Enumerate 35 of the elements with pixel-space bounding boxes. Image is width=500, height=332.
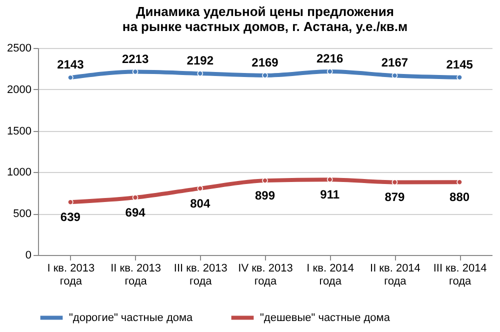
data-label: 639 xyxy=(60,210,81,224)
data-label: 804 xyxy=(190,196,210,210)
x-tick-label: I кв. 2014 года xyxy=(306,262,354,288)
y-tick-label: 2500 xyxy=(7,42,32,54)
data-label: 911 xyxy=(320,188,340,202)
legend-label: "дорогие" частные дома xyxy=(69,312,194,324)
data-label: 2169 xyxy=(252,55,279,70)
data-label: 880 xyxy=(450,190,470,204)
x-tick-label: II кв. 2014 года xyxy=(370,262,420,288)
point xyxy=(326,68,333,74)
x-tick-label: II кв. 2013 года xyxy=(110,262,161,288)
y-tick-label: 0 xyxy=(25,250,32,262)
data-label: 694 xyxy=(125,206,146,220)
point xyxy=(132,194,138,200)
data-label: 2216 xyxy=(316,52,344,66)
point xyxy=(197,70,204,76)
legend-label: "дешевые" частные дома xyxy=(260,312,391,324)
data-label: 2143 xyxy=(57,58,84,72)
x-tick-label: III кв. 2014 года xyxy=(433,262,487,288)
x-tick-label: IV кв. 2013 года xyxy=(238,262,293,288)
point xyxy=(68,74,74,80)
data-label: 2213 xyxy=(122,52,149,66)
y-tick-label: 1500 xyxy=(7,125,32,138)
data-label: 2167 xyxy=(381,56,408,70)
data-label: 899 xyxy=(254,188,276,203)
data-label: 2192 xyxy=(186,54,214,68)
y-tick-label: 500 xyxy=(13,208,32,220)
data-label: 2145 xyxy=(446,57,474,72)
x-tick-label: III кв. 2013 года xyxy=(174,262,228,288)
y-tick-label: 2000 xyxy=(7,84,32,96)
data-label: 879 xyxy=(384,190,406,204)
y-tick-label: 1000 xyxy=(7,166,32,179)
x-tick-label: I кв. 2013 года xyxy=(47,262,95,288)
chart-title: Динамика удельной цены предложения на рынке частных домов, г. Астана, у.е./кв.м xyxy=(122,4,408,34)
point xyxy=(197,186,204,192)
